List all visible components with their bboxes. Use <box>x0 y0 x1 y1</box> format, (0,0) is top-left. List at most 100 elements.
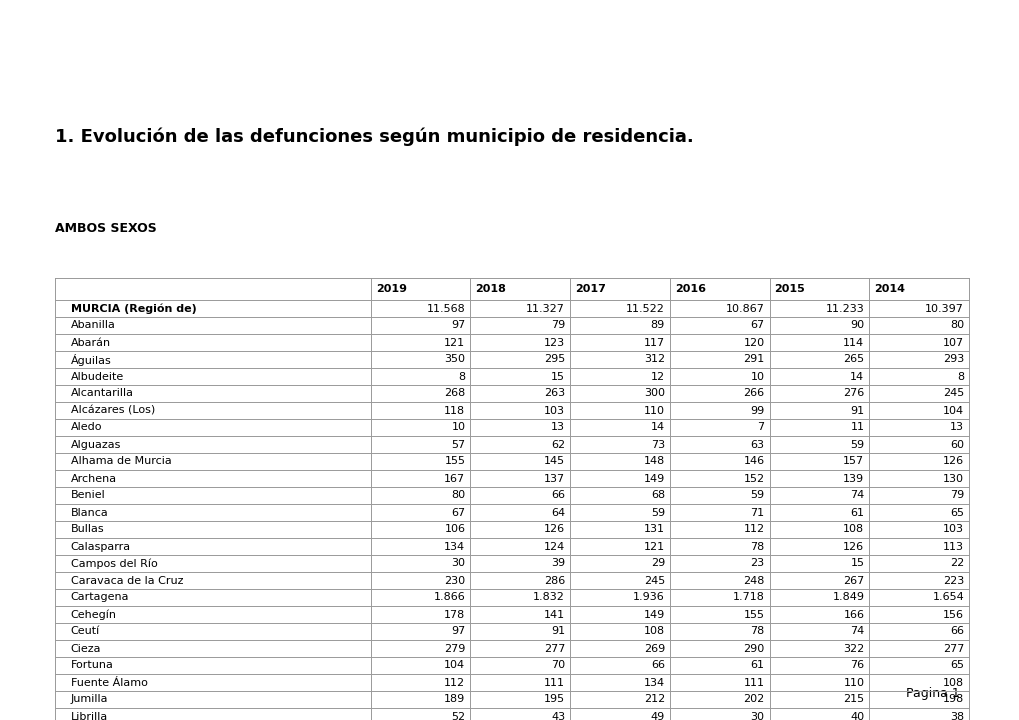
Text: 141: 141 <box>543 610 565 619</box>
Text: 156: 156 <box>943 610 963 619</box>
Text: 2015: 2015 <box>773 284 805 294</box>
Text: 126: 126 <box>843 541 863 552</box>
Text: Campos del Río: Campos del Río <box>70 558 157 569</box>
Text: 157: 157 <box>843 456 863 467</box>
Text: Bullas: Bullas <box>70 524 104 534</box>
Text: 112: 112 <box>743 524 764 534</box>
Text: 66: 66 <box>650 660 664 670</box>
Text: 29: 29 <box>650 559 664 569</box>
Text: 62: 62 <box>550 439 565 449</box>
Text: 350: 350 <box>444 354 465 364</box>
Text: 1.718: 1.718 <box>732 593 764 603</box>
Text: 107: 107 <box>942 338 963 348</box>
Text: 10: 10 <box>750 372 764 382</box>
Text: 146: 146 <box>743 456 764 467</box>
Text: 134: 134 <box>643 678 664 688</box>
Text: Beniel: Beniel <box>70 490 105 500</box>
Text: 111: 111 <box>543 678 565 688</box>
Text: Alhama de Murcia: Alhama de Murcia <box>70 456 171 467</box>
Text: 59: 59 <box>850 439 863 449</box>
Text: 61: 61 <box>850 508 863 518</box>
Text: Águilas: Águilas <box>70 354 111 366</box>
Text: 57: 57 <box>450 439 465 449</box>
Text: 106: 106 <box>444 524 465 534</box>
Text: 126: 126 <box>543 524 565 534</box>
Text: 139: 139 <box>843 474 863 484</box>
Text: 12: 12 <box>650 372 664 382</box>
Text: 79: 79 <box>550 320 565 330</box>
Text: 113: 113 <box>943 541 963 552</box>
Text: 123: 123 <box>543 338 565 348</box>
Text: 23: 23 <box>750 559 764 569</box>
Text: Cartagena: Cartagena <box>70 593 129 603</box>
Text: 66: 66 <box>550 490 565 500</box>
Text: 89: 89 <box>650 320 664 330</box>
Text: Abanilla: Abanilla <box>70 320 115 330</box>
Text: 155: 155 <box>444 456 465 467</box>
Text: Blanca: Blanca <box>70 508 108 518</box>
Text: 148: 148 <box>643 456 664 467</box>
Text: 245: 245 <box>942 389 963 398</box>
Text: 114: 114 <box>843 338 863 348</box>
Text: 90: 90 <box>850 320 863 330</box>
Text: Librilla: Librilla <box>70 711 108 720</box>
Text: 108: 108 <box>643 626 664 636</box>
Text: Caravaca de la Cruz: Caravaca de la Cruz <box>70 575 183 585</box>
Text: 8: 8 <box>956 372 963 382</box>
Text: 73: 73 <box>650 439 664 449</box>
Text: 230: 230 <box>444 575 465 585</box>
Text: 124: 124 <box>543 541 565 552</box>
Text: 67: 67 <box>750 320 764 330</box>
Text: 126: 126 <box>942 456 963 467</box>
Text: 7: 7 <box>757 423 764 433</box>
Text: 112: 112 <box>444 678 465 688</box>
Text: 110: 110 <box>643 405 664 415</box>
Text: 121: 121 <box>444 338 465 348</box>
Text: 155: 155 <box>743 610 764 619</box>
Text: 11.327: 11.327 <box>526 304 565 313</box>
Text: 149: 149 <box>643 610 664 619</box>
Text: Archena: Archena <box>70 474 117 484</box>
Text: 265: 265 <box>843 354 863 364</box>
Text: 268: 268 <box>443 389 465 398</box>
Text: 60: 60 <box>949 439 963 449</box>
Text: 40: 40 <box>850 711 863 720</box>
Text: 104: 104 <box>942 405 963 415</box>
Text: 65: 65 <box>949 508 963 518</box>
Text: 78: 78 <box>750 626 764 636</box>
Text: 52: 52 <box>450 711 465 720</box>
Text: 10: 10 <box>451 423 465 433</box>
Text: 276: 276 <box>843 389 863 398</box>
Text: 30: 30 <box>451 559 465 569</box>
Text: 2018: 2018 <box>475 284 505 294</box>
Text: Jumilla: Jumilla <box>70 695 108 704</box>
Text: 178: 178 <box>443 610 465 619</box>
Text: 10.397: 10.397 <box>924 304 963 313</box>
Text: 11: 11 <box>850 423 863 433</box>
Text: 149: 149 <box>643 474 664 484</box>
Text: 99: 99 <box>750 405 764 415</box>
Text: 295: 295 <box>543 354 565 364</box>
Text: 80: 80 <box>949 320 963 330</box>
Text: Pagina 1: Pagina 1 <box>905 687 959 700</box>
Text: 263: 263 <box>543 389 565 398</box>
Text: 215: 215 <box>843 695 863 704</box>
Text: 167: 167 <box>444 474 465 484</box>
Text: 38: 38 <box>949 711 963 720</box>
Text: 266: 266 <box>743 389 764 398</box>
Text: Cehegín: Cehegín <box>70 609 116 620</box>
Text: 10.867: 10.867 <box>726 304 764 313</box>
Text: 97: 97 <box>450 320 465 330</box>
Text: 2014: 2014 <box>873 284 905 294</box>
Text: 13: 13 <box>949 423 963 433</box>
Text: 43: 43 <box>550 711 565 720</box>
Text: 279: 279 <box>443 644 465 654</box>
Text: 14: 14 <box>650 423 664 433</box>
Text: Alcázares (Los): Alcázares (Los) <box>70 405 155 415</box>
Text: 79: 79 <box>949 490 963 500</box>
Text: 202: 202 <box>743 695 764 704</box>
Text: 76: 76 <box>850 660 863 670</box>
Text: 145: 145 <box>543 456 565 467</box>
Text: 15: 15 <box>550 372 565 382</box>
Text: 1.849: 1.849 <box>832 593 863 603</box>
